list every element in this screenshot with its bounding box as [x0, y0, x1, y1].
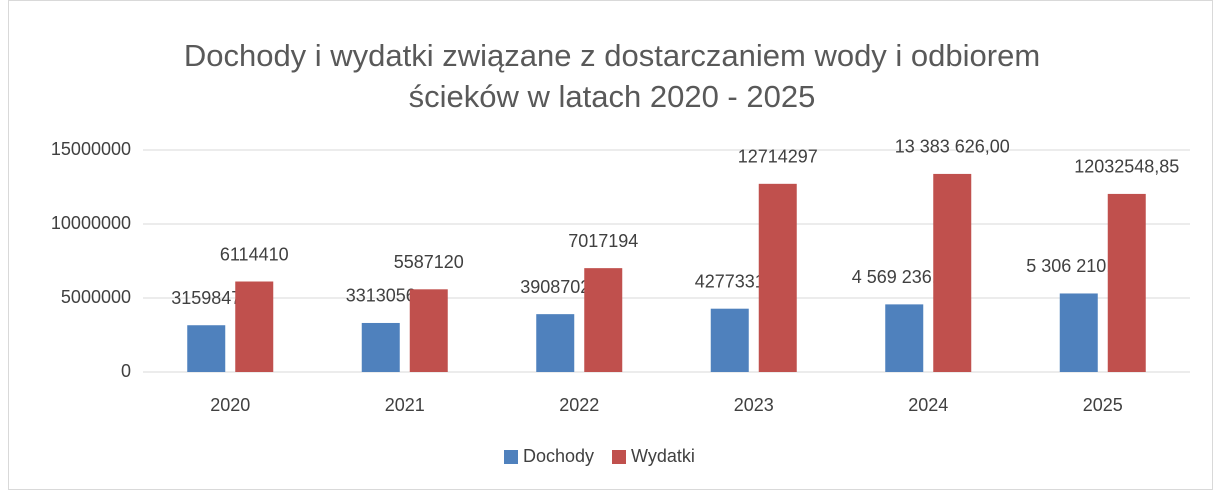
bar [235, 281, 274, 372]
x-tick-label: 2021 [385, 395, 425, 415]
x-tick-label: 2023 [734, 395, 774, 415]
y-tick-label: 10000000 [51, 213, 131, 233]
x-tick-label: 2024 [908, 395, 948, 415]
chart-title: ścieków w latach 2020 - 2025 [409, 79, 816, 114]
legend-label: Dochody [523, 446, 594, 466]
bar [409, 289, 448, 372]
value-label: 5 306 210,65 [1026, 256, 1131, 276]
bar [584, 268, 623, 372]
bar [933, 173, 972, 372]
bar [758, 183, 797, 372]
chart-title: Dochody i wydatki związane z dostarczani… [184, 38, 1040, 73]
chart-border [8, 0, 1213, 490]
y-tick-label: 15000000 [51, 139, 131, 159]
x-tick-label: 2022 [559, 395, 599, 415]
value-label: 4 569 236,00 [852, 267, 957, 287]
value-label: 7017194 [568, 231, 638, 251]
value-label: 12714297 [738, 147, 818, 167]
value-label: 13 383 626,00 [895, 137, 1010, 157]
value-label: 5587120 [394, 252, 464, 272]
y-tick-label: 0 [121, 361, 131, 381]
bar [710, 308, 749, 372]
bar [187, 325, 226, 372]
bar [1059, 293, 1098, 372]
bar [885, 304, 924, 372]
value-label: 4277331 [695, 271, 765, 291]
value-label: 12032548,85 [1074, 157, 1179, 177]
x-tick-label: 2025 [1083, 395, 1123, 415]
value-label: 3159847 [171, 288, 241, 308]
bar [1107, 193, 1146, 372]
y-tick-label: 5000000 [61, 287, 131, 307]
bar [536, 314, 575, 372]
legend-swatch [504, 450, 518, 464]
bar [361, 322, 400, 372]
legend-label: Wydatki [631, 446, 695, 466]
value-label: 6114410 [220, 244, 289, 264]
value-label: 3313056 [346, 286, 416, 306]
x-tick-label: 2020 [210, 395, 250, 415]
value-label: 3908702 [520, 277, 590, 297]
legend-swatch [612, 450, 626, 464]
